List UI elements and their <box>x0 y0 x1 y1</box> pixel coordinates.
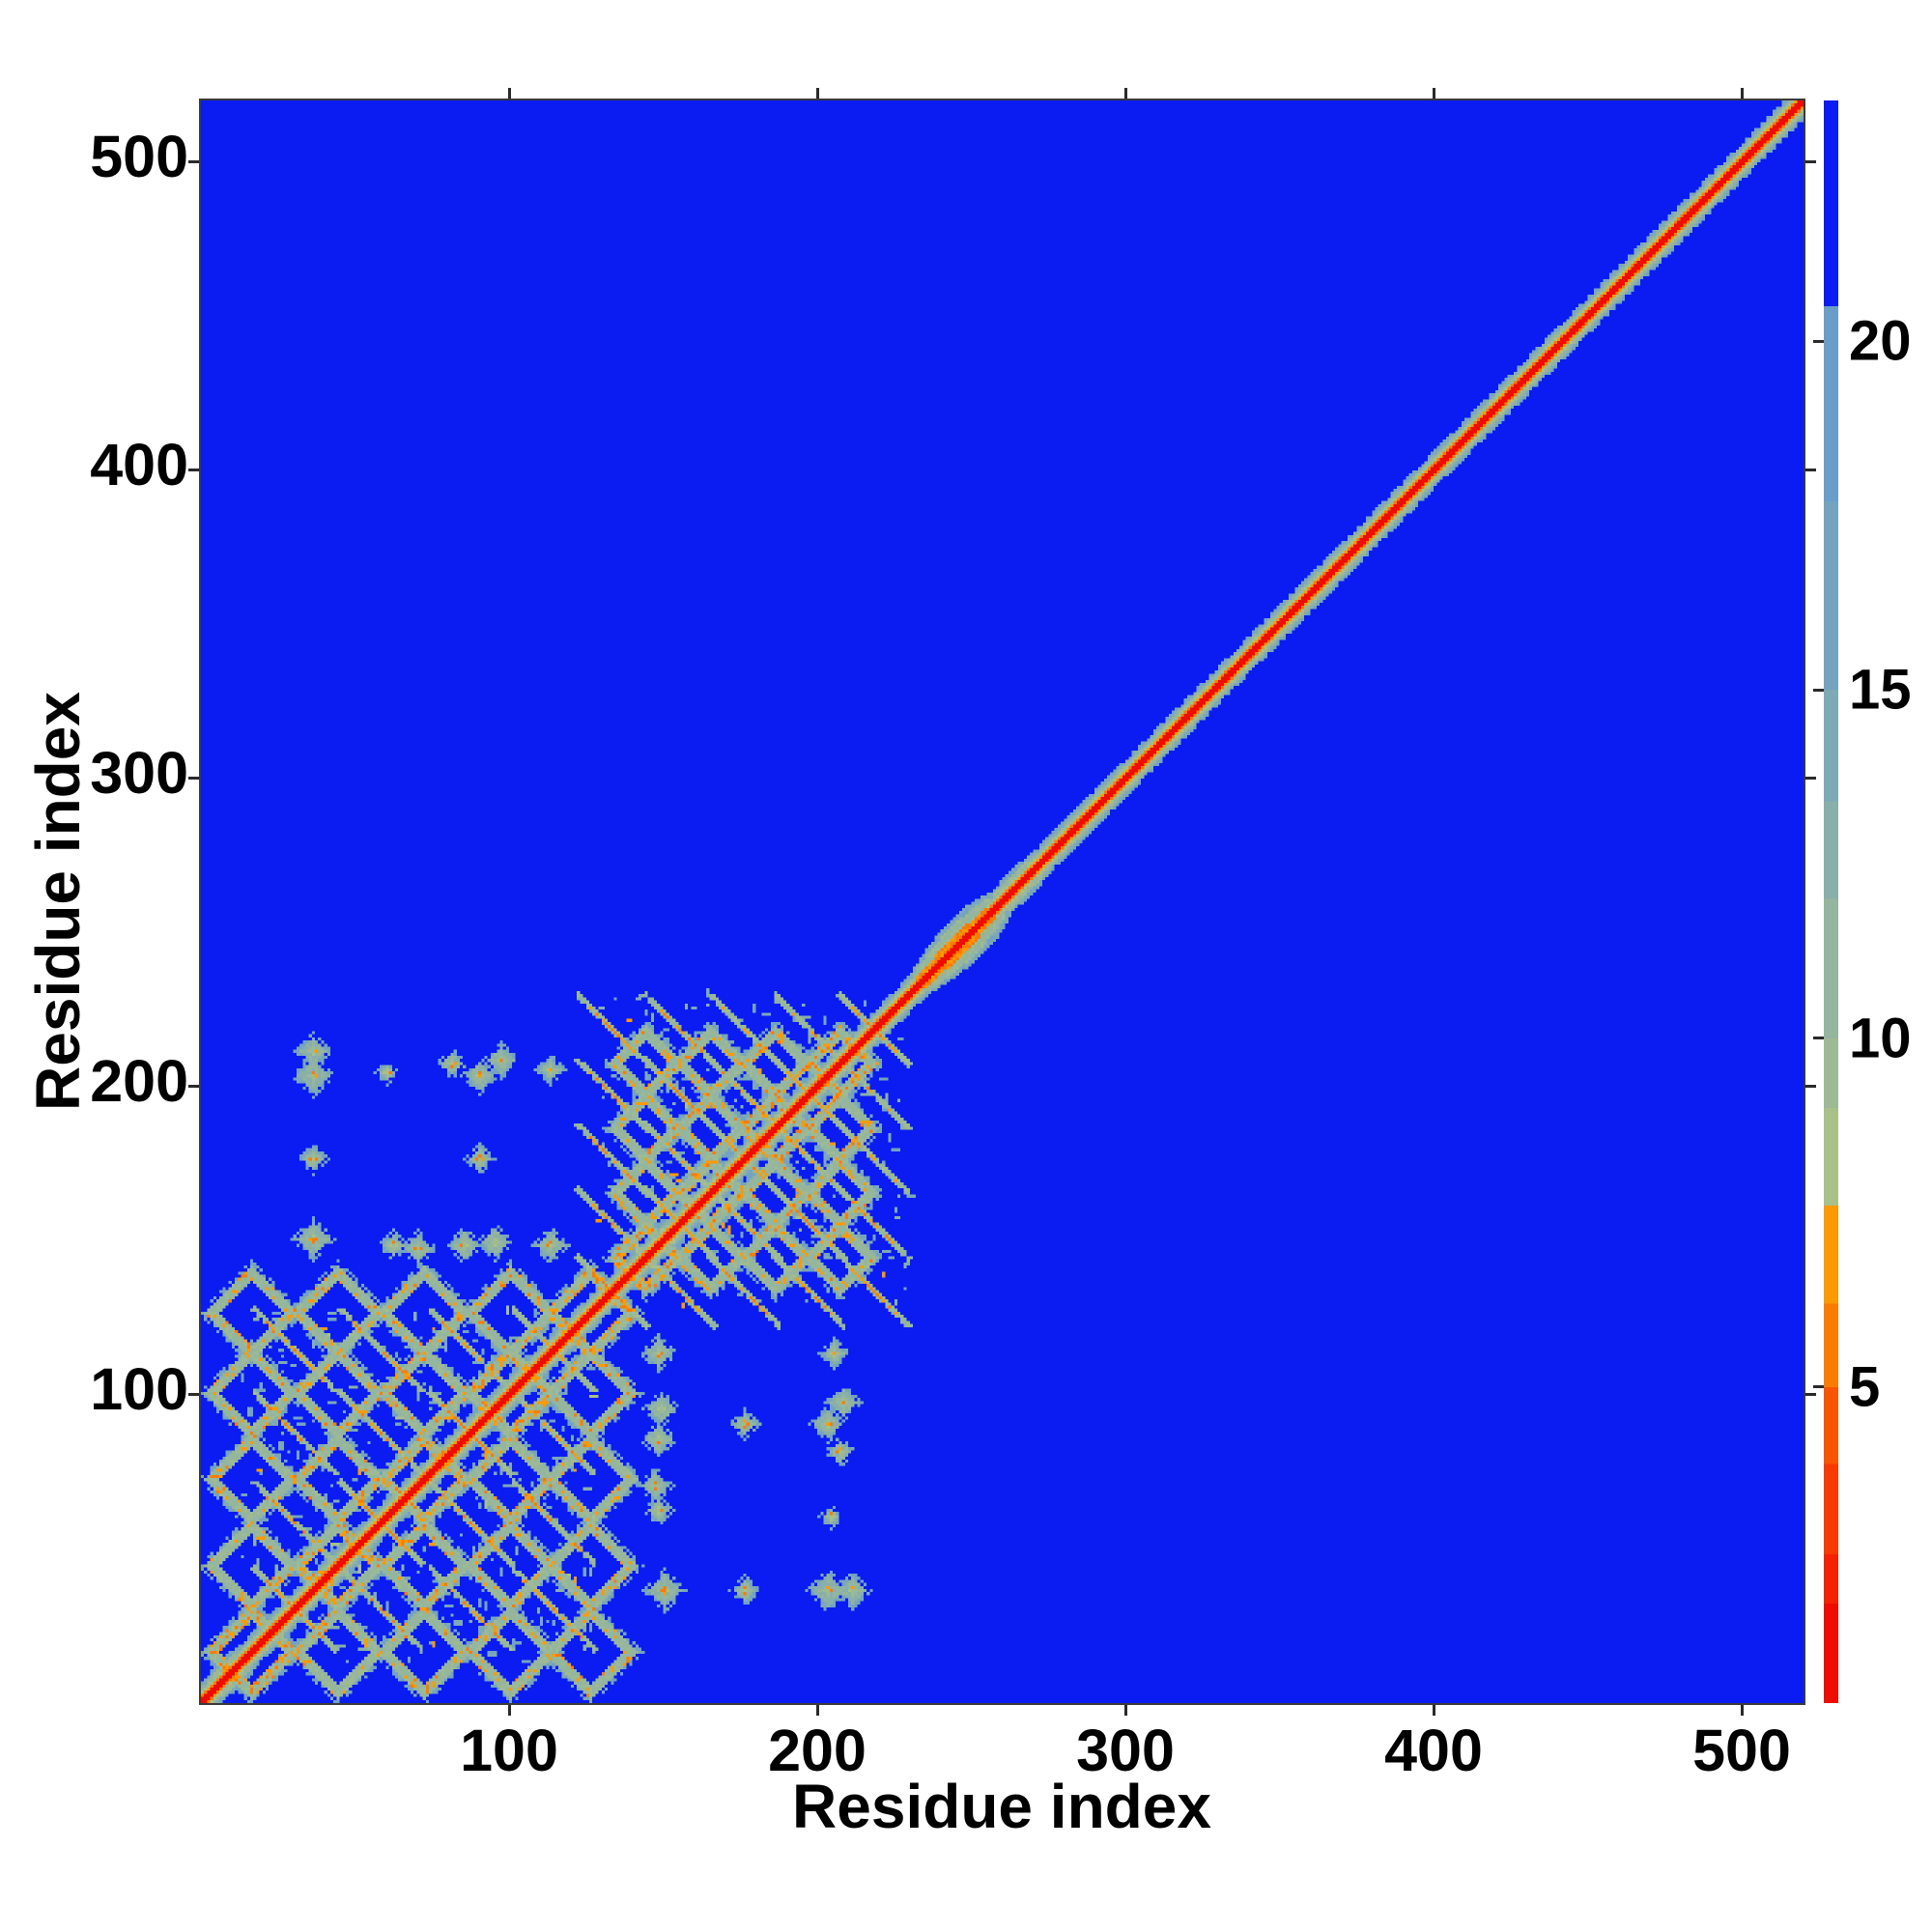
y-tick-label: 500 <box>90 124 188 189</box>
y-tick-mark-right <box>1805 1085 1816 1088</box>
x-tick-mark <box>1741 1705 1744 1716</box>
x-tick-mark <box>1433 1705 1435 1716</box>
y-tick-mark <box>188 469 199 471</box>
colorbar-tick-mark <box>1813 340 1824 343</box>
y-tick-mark <box>188 1393 199 1396</box>
colorbar-tick-mark <box>1813 689 1824 692</box>
colorbar <box>1824 100 1838 1703</box>
y-tick-mark-right <box>1805 777 1816 780</box>
y-tick-mark <box>188 160 199 163</box>
x-tick-mark-top <box>1433 88 1435 99</box>
x-tick-label: 100 <box>460 1718 558 1783</box>
x-tick-mark-top <box>1124 88 1127 99</box>
y-tick-mark-right <box>1805 160 1816 163</box>
x-tick-mark <box>816 1705 819 1716</box>
y-tick-mark-right <box>1805 1393 1816 1396</box>
distance-matrix-heatmap <box>201 100 1804 1703</box>
colorbar-tick-label: 10 <box>1849 1007 1912 1070</box>
x-tick-mark-top <box>508 88 511 99</box>
x-tick-label: 500 <box>1692 1718 1791 1783</box>
x-tick-mark <box>1124 1705 1127 1716</box>
x-tick-mark-top <box>816 88 819 99</box>
x-tick-label: 300 <box>1076 1718 1175 1783</box>
colorbar-tick-label: 20 <box>1849 309 1912 373</box>
y-tick-label: 400 <box>90 432 188 497</box>
x-tick-mark-top <box>1741 88 1744 99</box>
colorbar-tick-mark <box>1813 1385 1824 1388</box>
y-tick-mark-right <box>1805 469 1816 471</box>
colorbar-tick-label: 5 <box>1849 1355 1881 1419</box>
x-axis-label: Residue index <box>792 1772 1211 1841</box>
y-tick-mark <box>188 1085 199 1088</box>
x-tick-mark <box>508 1705 511 1716</box>
colorbar-tick-label: 15 <box>1849 658 1912 722</box>
x-tick-label: 200 <box>768 1718 867 1783</box>
colorbar-tick-mark <box>1813 1037 1824 1039</box>
y-tick-label: 100 <box>90 1356 188 1422</box>
y-tick-label: 200 <box>90 1048 188 1114</box>
y-tick-mark <box>188 777 199 780</box>
plot-area <box>199 99 1805 1705</box>
y-tick-label: 300 <box>90 740 188 806</box>
x-tick-label: 400 <box>1384 1718 1483 1783</box>
